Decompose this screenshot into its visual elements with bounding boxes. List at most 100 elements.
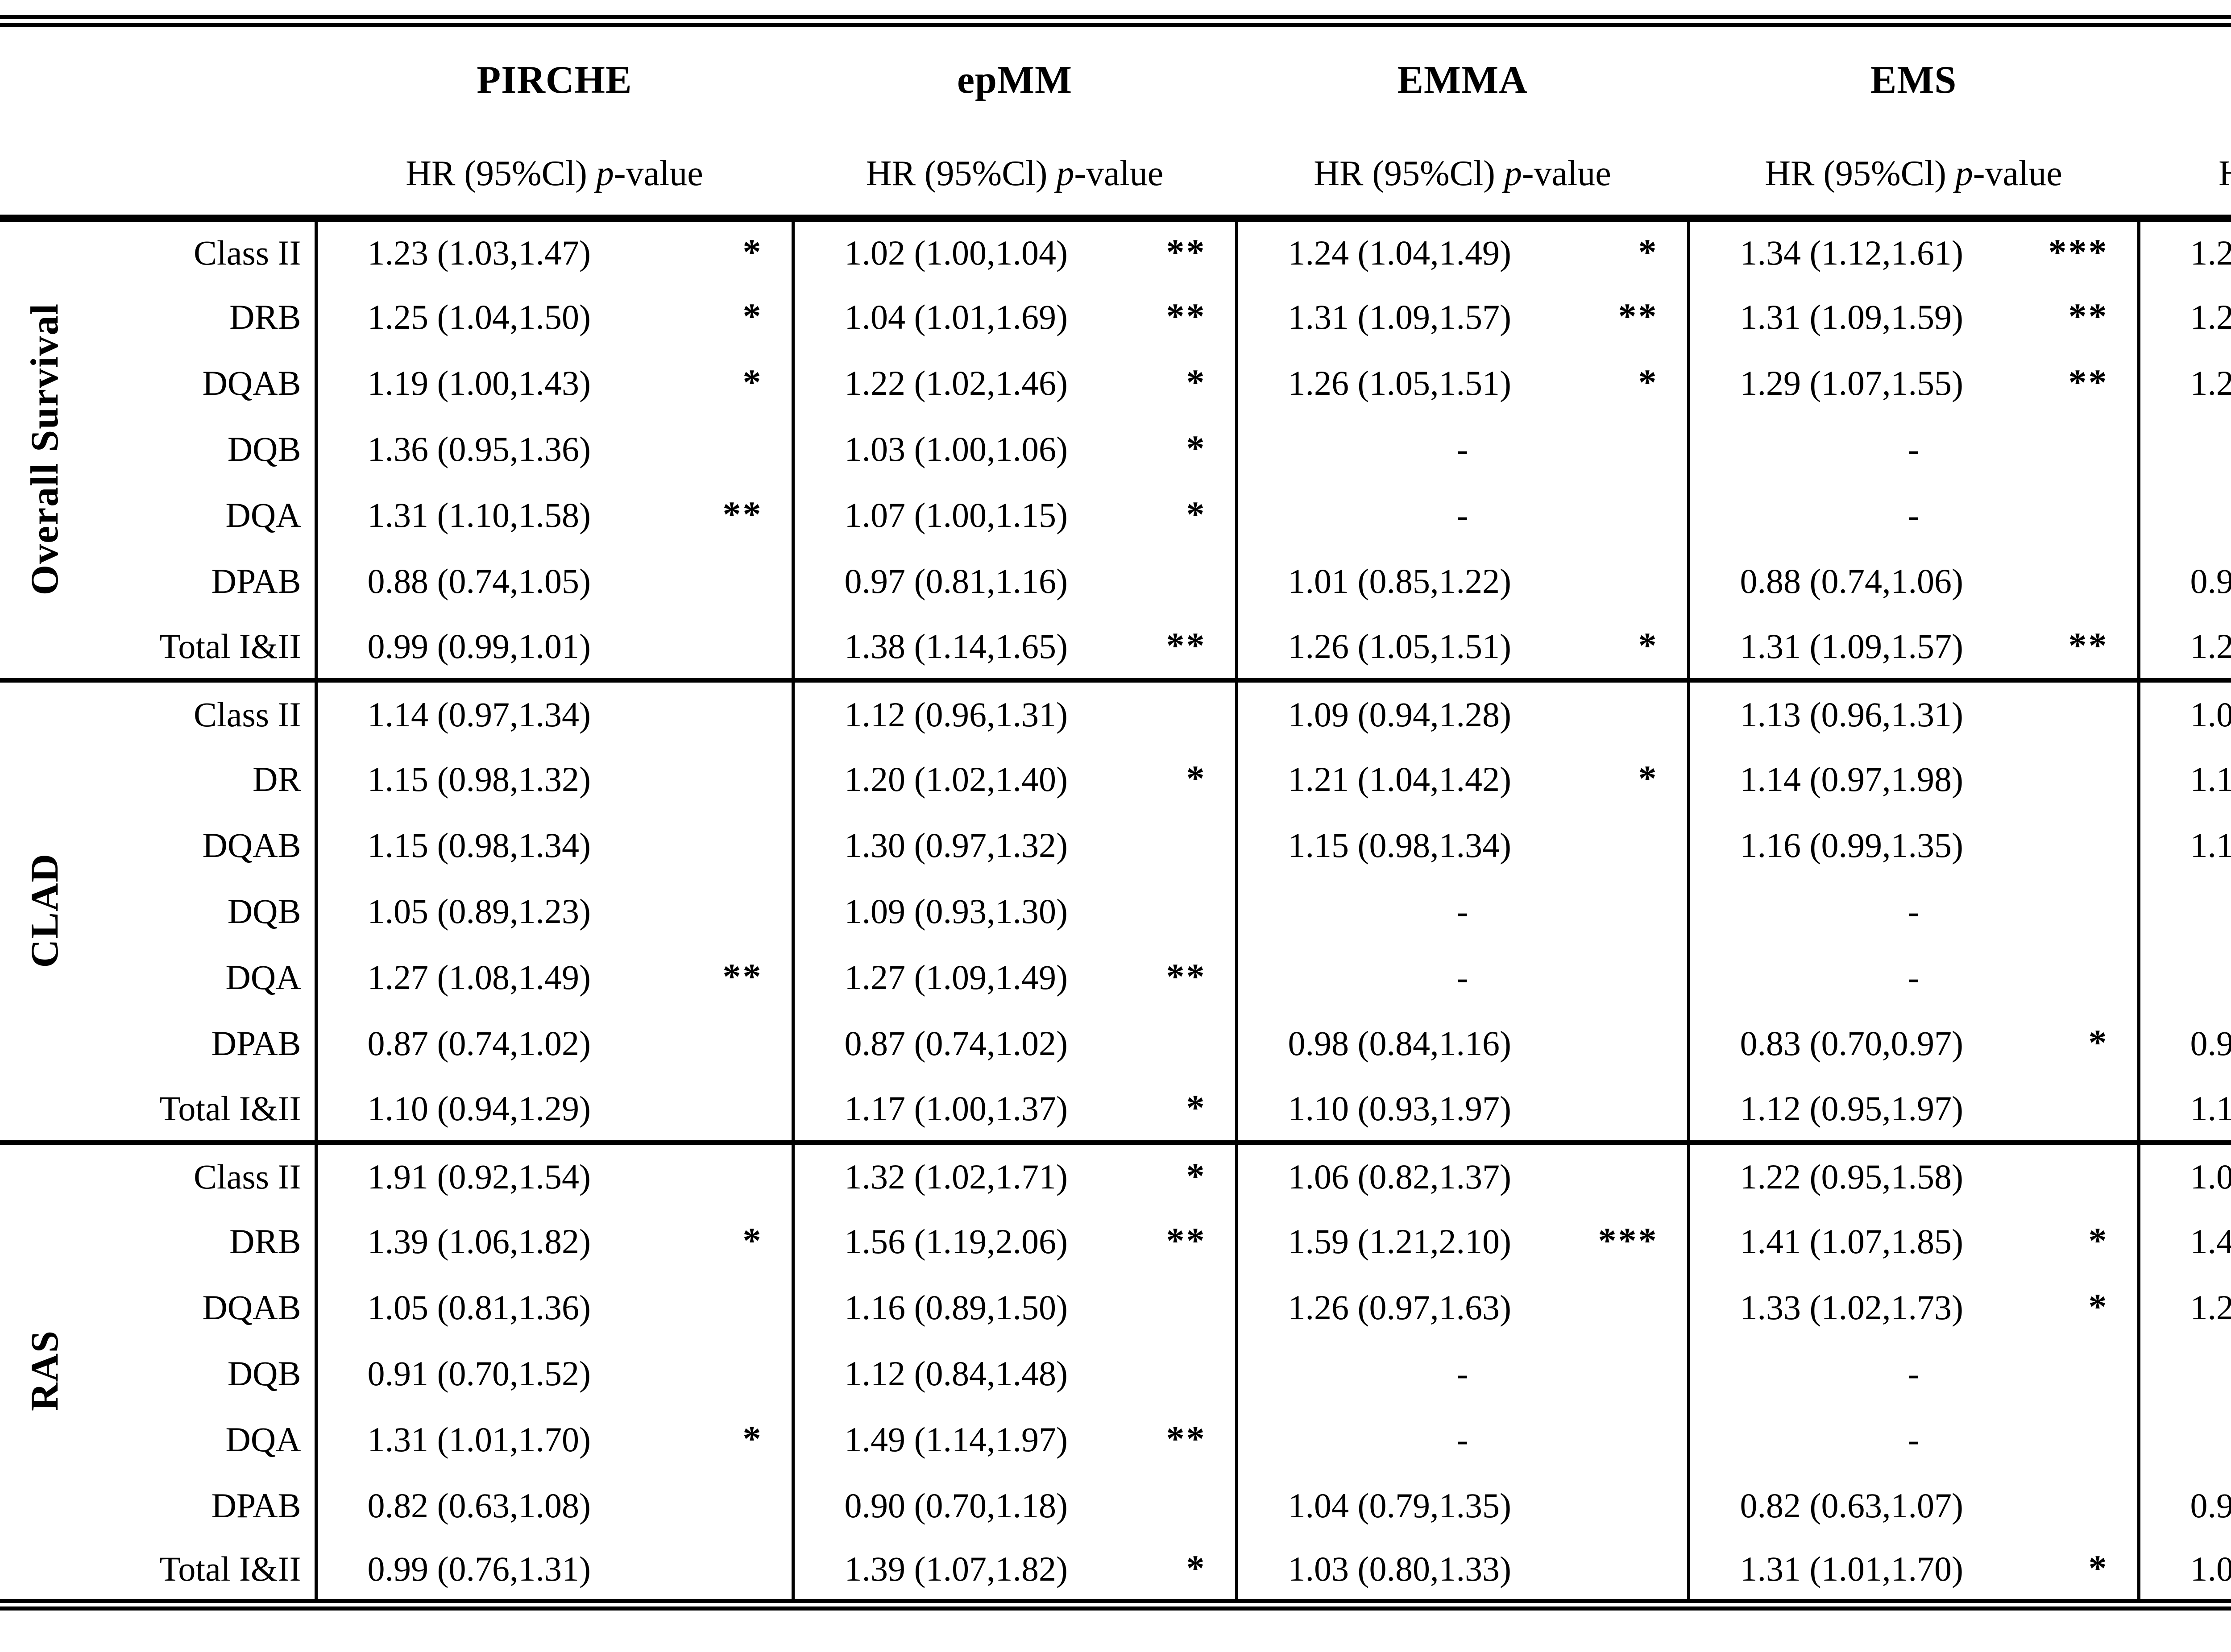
cell-aamm: 1.28 (1.07,1.54)**	[2139, 614, 2231, 680]
significance-stars: *	[1638, 361, 1659, 403]
row-label: DQAB	[89, 1275, 316, 1341]
significance-stars: **	[1166, 231, 1207, 273]
table-row: DPAB 0.87 (0.74,1.02) 0.87 (0.74,1.02) 0…	[0, 1010, 2231, 1076]
cell-emma: 1.04 (0.79,1.35)	[1236, 1473, 1688, 1539]
hr-value: 1.33 (1.02,1.73)	[1690, 1288, 1963, 1327]
column-header-epmm: epMM	[793, 21, 1236, 133]
cell-pirche: 0.82 (0.63,1.08)	[316, 1473, 793, 1539]
hr-value: 1.12 (0.96,1.31)	[2140, 826, 2231, 865]
cell-epmm: 1.30 (0.97,1.32)	[793, 812, 1236, 878]
significance-stars: *	[1186, 1155, 1207, 1197]
significance-stars: **	[2069, 295, 2109, 337]
hr-value: 1.22 (0.95,1.58)	[1690, 1157, 1963, 1196]
hr-value: 1.12 (0.84,1.48)	[795, 1354, 1068, 1393]
cell-epmm: 0.87 (0.74,1.02)	[793, 1010, 1236, 1076]
cell-emma: 1.26 (1.05,1.51) *	[1236, 350, 1688, 416]
significance-stars: **	[1166, 956, 1207, 998]
hr-value: 1.31 (1.09,1.57)	[1690, 627, 1963, 666]
hr-value: -	[1457, 1354, 1468, 1393]
cell-epmm: 1.07 (1.00,1.15)*	[793, 482, 1236, 548]
row-label: Class II	[89, 1143, 316, 1209]
cell-epmm: 1.27 (1.09,1.49) **	[793, 944, 1236, 1010]
cell-pirche: 0.87 (0.74,1.02)	[316, 1010, 793, 1076]
hr-value: 1.15 (0.98,1.34)	[1238, 826, 1511, 865]
hr-value: 0.97 (0.81,1.16)	[795, 562, 1068, 600]
hr-value: 1.31 (1.01,1.70)	[318, 1420, 591, 1459]
subheader-text: HR (95%Cl)	[1765, 154, 1955, 193]
significance-stars: ***	[1598, 1220, 1659, 1262]
cell-ems: 1.16 (0.99,1.35)	[1688, 812, 2139, 878]
table-header: PIRCHE epMM EMMA EMS AAMM HR (95%Cl) p-v…	[0, 21, 2231, 218]
table-row: DQA 1.31 (1.10,1.58)** 1.07 (1.00,1.15)*…	[0, 482, 2231, 548]
cell-emma: 1.03 (0.80,1.33)	[1236, 1539, 1688, 1605]
hr-value: 1.31 (1.09,1.59)	[1690, 298, 1963, 336]
cell-aamm: 1.22 (0.94,1.58)	[2139, 1275, 2231, 1341]
hr-value: 0.99 (0.76,1.31)	[318, 1549, 591, 1588]
significance-stars: *	[1186, 758, 1207, 799]
row-label: DQB	[89, 878, 316, 944]
cell-aamm: 1.01 (0.94,1.29)	[2139, 680, 2231, 746]
hr-value: 1.30 (0.97,1.32)	[795, 826, 1068, 865]
hr-value: 1.25 (1.04,1.50)	[318, 298, 591, 336]
hr-value: 0.98 (0.84,1.16)	[1238, 1024, 1511, 1063]
cell-epmm: 1.56 (1.19,2.06)**	[793, 1209, 1236, 1275]
hr-value: 1.24 (1.04,1.49)	[1238, 233, 1511, 272]
cell-pirche: 1.39 (1.06,1.82)*	[316, 1209, 793, 1275]
hr-value: -	[1908, 892, 1920, 931]
cell-emma: 1.31 (1.09,1.57)**	[1236, 284, 1688, 350]
hr-value: 1.05 (0.81,1.36)	[318, 1288, 591, 1327]
hr-value: -	[1908, 1420, 1920, 1459]
cell-epmm: 1.22 (1.02,1.46)*	[793, 350, 1236, 416]
cell-aamm: 0.98 (0.84,1.16)	[2139, 1010, 2231, 1076]
cell-pirche: 1.36 (0.95,1.36)	[316, 416, 793, 482]
hr-value: 1.02 (1.00,1.04)	[795, 233, 1068, 272]
hr-value: -	[1908, 430, 1920, 468]
hr-value: 1.59 (1.21,2.10)	[1238, 1222, 1511, 1261]
column-header-ems: EMS	[1688, 21, 2139, 133]
subheader-text: -value	[1973, 154, 2062, 193]
hr-value: 1.14 (0.97,1.34)	[318, 695, 591, 734]
row-label: DQB	[89, 1341, 316, 1407]
cell-emma: -	[1236, 416, 1688, 482]
cell-aamm: 0.99 (0.77,1.28)	[2139, 1473, 2231, 1539]
row-label: DQB	[89, 416, 316, 482]
significance-stars: *	[2089, 1286, 2109, 1328]
hr-value: 1.31 (1.09,1.57)	[1238, 298, 1511, 336]
corner-cell	[0, 133, 89, 218]
cell-ems: -	[1688, 482, 2139, 548]
cell-emma: 1.01 (0.85,1.22)	[1236, 548, 1688, 614]
row-label: DPAB	[89, 1473, 316, 1539]
hr-value: 1.27 (1.09,1.49)	[795, 958, 1068, 997]
subheader-ems: HR (95%Cl) p-value	[1688, 133, 2139, 218]
hr-value: 0.99 (0.99,1.01)	[318, 627, 591, 666]
significance-stars: **	[723, 493, 763, 535]
corner-cell	[89, 133, 316, 218]
table-row: DQA 1.27 (1.08,1.49)** 1.27 (1.09,1.49)*…	[0, 944, 2231, 1010]
cell-epmm: 1.12 (0.84,1.48)	[793, 1341, 1236, 1407]
cell-pirche: 0.99 (0.99,1.01)	[316, 614, 793, 680]
hr-value: 0.83 (0.70,0.97)	[1690, 1024, 1963, 1063]
corner-cell	[89, 21, 316, 133]
cell-emma: 1.26 (0.97,1.63)	[1236, 1275, 1688, 1341]
group-ras: RAS Class II 1.91 (0.92,1.54) 1.32 (1.02…	[0, 1143, 2231, 1605]
subheader-text: HR (95%Cl)	[866, 154, 1057, 193]
cell-epmm: 1.32 (1.02,1.71)*	[793, 1143, 1236, 1209]
table-row: DRB 1.25 (1.04,1.50)* 1.04 (1.01,1.69)**…	[0, 284, 2231, 350]
subheader-pirche: HR (95%Cl) p-value	[316, 133, 793, 218]
hr-value: -	[1457, 430, 1468, 468]
cell-ems: -	[1688, 1341, 2139, 1407]
subheader-text: -value	[1074, 154, 1163, 193]
hr-value: 1.03 (1.00,1.06)	[795, 430, 1068, 468]
table-row: DPAB 0.88 (0.74,1.05) 0.97 (0.81,1.16) 1…	[0, 548, 2231, 614]
group-clad: CLAD Class II 1.14 (0.97,1.34) 1.12 (0.9…	[0, 680, 2231, 1143]
hr-value: 1.28 (1.07,1.54)	[2140, 627, 2231, 666]
hr-value: -	[1908, 496, 1920, 534]
cell-pirche: 1.15 (0.98,1.34)	[316, 812, 793, 878]
hr-value: 1.42 (1.09,1.85)	[2140, 1222, 2231, 1261]
cell-epmm: 0.90 (0.70,1.18)	[793, 1473, 1236, 1539]
subheader-text: HR (95%Cl)	[1314, 154, 1504, 193]
hr-value: 0.88 (0.74,1.05)	[318, 562, 591, 600]
column-header-aamm: AAMM	[2139, 21, 2231, 133]
hr-value: 1.26 (1.05,1.51)	[1238, 364, 1511, 402]
hr-value: 1.05 (0.89,1.23)	[318, 892, 591, 931]
